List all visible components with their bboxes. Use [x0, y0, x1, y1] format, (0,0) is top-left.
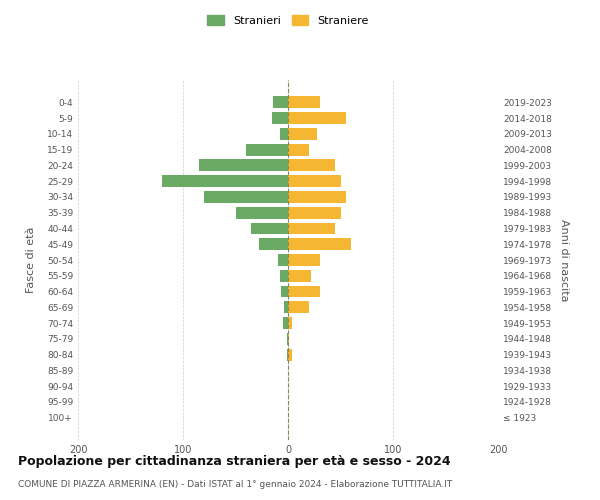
- Bar: [274, 96, 288, 108]
- Bar: [235, 207, 288, 218]
- Bar: [280, 128, 288, 140]
- Legend: Stranieri, Straniere: Stranieri, Straniere: [203, 10, 373, 30]
- Bar: [281, 286, 288, 298]
- Bar: [283, 317, 288, 329]
- Bar: [288, 348, 292, 360]
- Bar: [246, 144, 288, 156]
- Text: Popolazione per cittadinanza straniera per età e sesso - 2024: Popolazione per cittadinanza straniera p…: [18, 455, 451, 468]
- Bar: [288, 222, 335, 234]
- Bar: [288, 302, 309, 313]
- Bar: [288, 238, 351, 250]
- Bar: [288, 128, 317, 140]
- Bar: [288, 254, 320, 266]
- Bar: [288, 317, 292, 329]
- Bar: [251, 222, 288, 234]
- Bar: [288, 191, 346, 203]
- Text: COMUNE DI PIAZZA ARMERINA (EN) - Dati ISTAT al 1° gennaio 2024 - Elaborazione TU: COMUNE DI PIAZZA ARMERINA (EN) - Dati IS…: [18, 480, 452, 489]
- Bar: [199, 160, 288, 172]
- Bar: [204, 191, 288, 203]
- Bar: [288, 112, 346, 124]
- Y-axis label: Fasce di età: Fasce di età: [26, 227, 36, 293]
- Bar: [272, 112, 288, 124]
- Bar: [288, 270, 311, 281]
- Bar: [162, 175, 288, 187]
- Bar: [288, 207, 341, 218]
- Bar: [288, 96, 320, 108]
- Y-axis label: Anni di nascita: Anni di nascita: [559, 219, 569, 301]
- Bar: [288, 286, 320, 298]
- Bar: [284, 302, 288, 313]
- Bar: [277, 254, 288, 266]
- Bar: [288, 175, 341, 187]
- Bar: [287, 333, 288, 345]
- Bar: [288, 160, 335, 172]
- Bar: [288, 333, 289, 345]
- Bar: [287, 348, 288, 360]
- Bar: [280, 270, 288, 281]
- Bar: [259, 238, 288, 250]
- Bar: [288, 144, 309, 156]
